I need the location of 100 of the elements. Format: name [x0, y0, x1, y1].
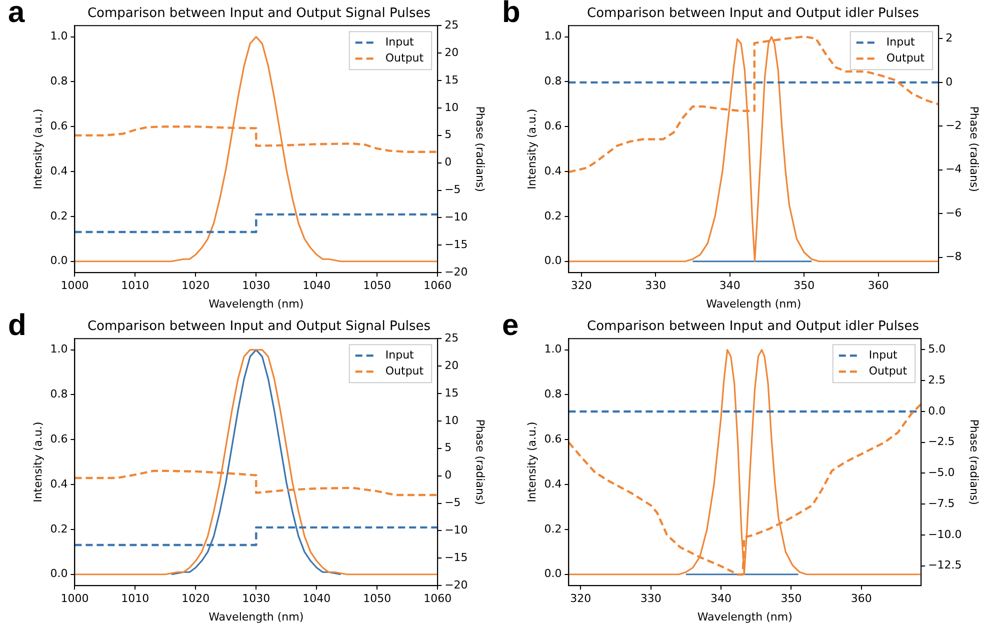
y2-tick-label: 10 — [444, 414, 459, 427]
x-tick-label: 1040 — [302, 279, 331, 292]
y2-tick-label: −2.5 — [928, 435, 955, 448]
x-axis-title: Wavelength (nm) — [706, 297, 802, 310]
x-tick-label: 340 — [710, 592, 732, 606]
y-tick-label: 0.0 — [50, 254, 68, 268]
y2-tick-label: −5 — [444, 496, 461, 510]
y2-tick-label: −10.0 — [928, 528, 962, 541]
y2-tick-label: 0.0 — [928, 404, 946, 418]
y-tick-label: 1.0 — [544, 342, 562, 356]
y2-tick-label: −6 — [946, 206, 962, 220]
x-tick-label: 1050 — [363, 279, 392, 292]
y2-tick-label: −10 — [444, 210, 468, 224]
x-tick-label: 1030 — [242, 279, 270, 292]
x-tick-label: 1060 — [424, 592, 452, 606]
y2-tick-label: −5.0 — [928, 466, 955, 480]
x-tick-label: 1050 — [363, 592, 392, 606]
legend-label: Input — [385, 35, 415, 48]
y2-tick-label: −2 — [946, 119, 962, 132]
y2-tick-label: −10 — [444, 524, 468, 537]
x-tick-label: 330 — [645, 279, 666, 292]
y-tick-label: 0.2 — [544, 522, 562, 536]
y2-tick-label: −5 — [444, 183, 461, 196]
legend-label: Input — [385, 348, 415, 362]
x-tick-label: 350 — [780, 592, 802, 606]
x-tick-label: 320 — [570, 279, 592, 292]
x-tick-label: 1010 — [121, 279, 150, 292]
y-axis-title: Intensity (a.u.) — [525, 108, 538, 190]
x-axis-title: Wavelength (nm) — [208, 297, 304, 310]
legend-label: Output — [385, 364, 424, 378]
chart-title: Comparison between Input and Output idler Pulses — [587, 319, 920, 334]
x-tick-label: 1060 — [424, 279, 452, 292]
y-tick-label: 0.8 — [544, 74, 562, 88]
y-tick-label: 0.6 — [544, 120, 562, 133]
y-tick-label: 1.0 — [544, 30, 562, 43]
y-axis-title: Intensity (a.u.) — [31, 422, 44, 502]
chart-title: Comparison between Input and Output Signal Pulses — [87, 6, 431, 22]
x-tick-label: 350 — [794, 279, 815, 292]
y-tick-label: 0.8 — [50, 74, 68, 88]
y2-axis-title: Phase (radians) — [474, 106, 487, 192]
legend-label: Input — [868, 348, 898, 362]
y-tick-label: 0.4 — [544, 477, 562, 490]
y-tick-label: 0.8 — [50, 388, 68, 401]
x-tick-label: 340 — [719, 279, 740, 292]
y2-tick-label: 15 — [444, 386, 459, 400]
y-tick-label: 0.2 — [50, 522, 68, 536]
y2-tick-label: −20 — [444, 265, 468, 278]
y2-tick-label: 15 — [444, 73, 459, 86]
x-tick-label: 1010 — [121, 592, 150, 606]
x-tick-label: 1000 — [60, 279, 89, 292]
y2-axis-title: Phase (radians) — [968, 106, 981, 192]
y-tick-label: 0.6 — [50, 432, 68, 446]
y2-tick-label: 25 — [444, 331, 459, 344]
y-tick-label: 0.4 — [544, 164, 562, 178]
text: b — [502, 0, 520, 30]
x-tick-label: 1020 — [182, 279, 210, 292]
y-tick-label: 0.4 — [50, 164, 68, 178]
x-tick-label: 1030 — [242, 592, 270, 606]
y2-tick-label: −15 — [444, 551, 468, 564]
x-axis-title: Wavelength (nm) — [208, 610, 304, 624]
x-tick-label: 330 — [640, 592, 662, 606]
legend-label: Input — [886, 35, 916, 48]
y2-tick-label: 2 — [946, 32, 953, 45]
y-tick-label: 0.6 — [50, 120, 68, 133]
x-tick-label: 320 — [570, 592, 592, 606]
y2-tick-label: 2.5 — [928, 373, 946, 386]
legend-label: Output — [868, 364, 908, 378]
y-tick-label: 0.0 — [50, 567, 68, 580]
x-tick-label: 1000 — [60, 592, 89, 606]
y-axis-title: Intensity (a.u.) — [31, 108, 44, 190]
legend-label: Output — [886, 51, 926, 64]
chart-title: Comparison between Input and Output idler Pulses — [587, 6, 920, 22]
y2-tick-label: 0 — [444, 468, 452, 482]
x-tick-label: 1020 — [182, 592, 210, 606]
y-tick-label: 0.8 — [544, 388, 562, 401]
text: d — [8, 309, 26, 343]
y2-tick-label: 20 — [444, 46, 459, 59]
y2-tick-label: −12.5 — [928, 558, 962, 572]
y2-tick-label: −7.5 — [928, 496, 955, 510]
y2-tick-label: −8 — [946, 250, 962, 264]
x-tick-label: 360 — [868, 279, 889, 292]
y2-tick-label: 20 — [444, 358, 459, 372]
y2-tick-label: 0 — [444, 156, 452, 169]
y2-tick-label: 5 — [444, 128, 452, 142]
legend-label: Output — [385, 51, 424, 64]
y2-tick-label: −4 — [946, 162, 962, 176]
text: e — [502, 309, 519, 343]
x-tick-label: 360 — [850, 592, 872, 606]
y-tick-label: 1.0 — [50, 30, 68, 43]
y-tick-label: 0.2 — [544, 209, 562, 222]
chart-title: Comparison between Input and Output Signal Pulses — [87, 319, 431, 334]
y2-tick-label: 5.0 — [928, 342, 946, 356]
y2-tick-label: 25 — [444, 18, 459, 32]
y2-tick-label: 5 — [444, 441, 452, 454]
x-tick-label: 1040 — [302, 592, 331, 606]
y-tick-label: 0.4 — [50, 477, 68, 490]
y2-tick-label: −20 — [444, 578, 468, 592]
y2-tick-label: −15 — [444, 238, 468, 252]
y-tick-label: 0.2 — [50, 209, 68, 222]
text: a — [8, 0, 25, 30]
